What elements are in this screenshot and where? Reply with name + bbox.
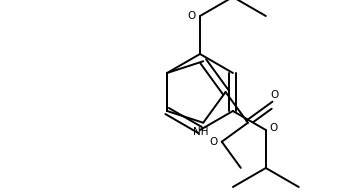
Text: O: O [210, 137, 218, 147]
Text: O: O [270, 90, 278, 100]
Text: O: O [270, 123, 278, 133]
Text: O: O [188, 11, 196, 21]
Text: NH: NH [194, 127, 209, 137]
